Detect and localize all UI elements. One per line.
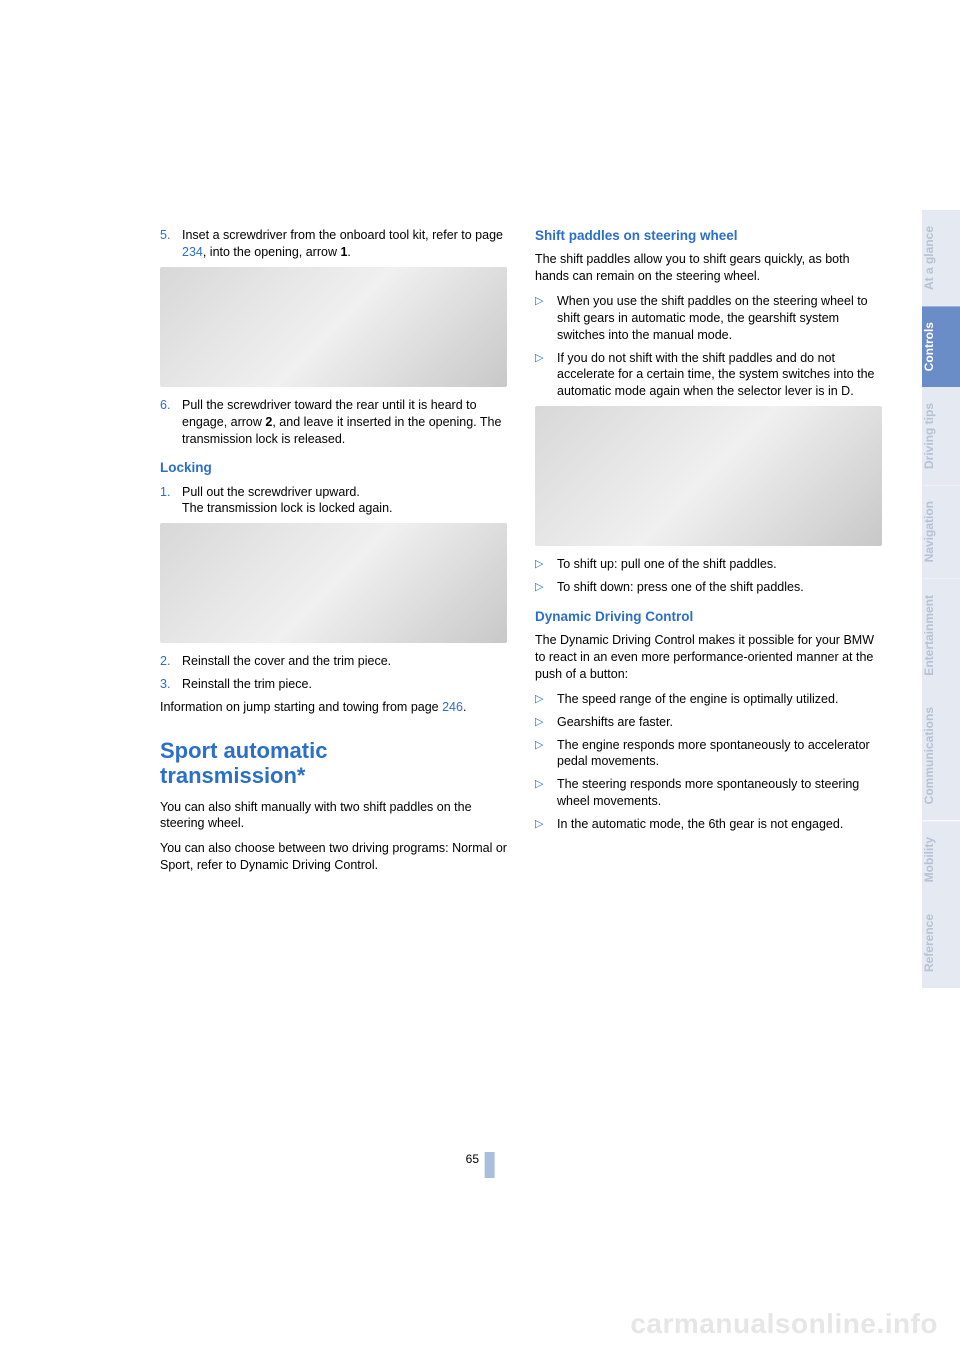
heading-ddc: Dynamic Driving Control [535,608,882,626]
lock-step-2: 2. Reinstall the cover and the trim piec… [160,653,507,670]
heading-sport-automatic: Sport automatic transmission* [160,738,507,789]
step-text: Reinstall the cover and the trim piece. [182,653,391,670]
step-text: Reinstall the trim piece. [182,676,312,693]
page-link-234[interactable]: 234 [182,245,203,259]
bullet-icon: ▷ [535,293,557,344]
left-column: 5. Inset a screwdriver from the onboard … [160,227,507,1358]
tab-communications[interactable]: Communications [922,691,960,820]
watermark: carmanualsonline.info [630,1308,938,1340]
page-number: 65 [466,1152,479,1166]
shift-bullet-4: ▷ To shift down: press one of the shift … [535,579,882,596]
bullet-icon: ▷ [535,816,557,833]
sport-para-2: You can also choose between two driving … [160,840,507,874]
bullet-icon: ▷ [535,714,557,731]
ddc-bullet-1: ▷ The speed range of the engine is optim… [535,691,882,708]
ddc-bullet-4: ▷ The steering responds more spontaneous… [535,776,882,810]
page-link-246[interactable]: 246 [442,700,463,714]
page-number-bar [484,1152,494,1178]
tab-at-a-glance[interactable]: At a glance [922,210,960,306]
step-number: 3. [160,676,182,693]
tab-entertainment[interactable]: Entertainment [922,579,960,692]
shift-bullet-3: ▷ To shift up: pull one of the shift pad… [535,556,882,573]
bullet-icon: ▷ [535,579,557,596]
heading-shift-paddles: Shift paddles on steering wheel [535,227,882,245]
step-number: 1. [160,484,182,518]
tab-reference[interactable]: Reference [922,898,960,988]
bullet-icon: ▷ [535,556,557,573]
tab-navigation[interactable]: Navigation [922,485,960,578]
step-5: 5. Inset a screwdriver from the onboard … [160,227,507,261]
figure-steering-wheel [535,406,882,546]
ddc-bullet-3: ▷ The engine responds more spontaneously… [535,737,882,771]
step-text: Inset a screwdriver from the onboard too… [182,227,507,261]
shift-bullet-2: ▷ If you do not shift with the shift pad… [535,350,882,401]
step-number: 6. [160,397,182,448]
bullet-icon: ▷ [535,691,557,708]
tab-driving-tips[interactable]: Driving tips [922,387,960,485]
bullet-icon: ▷ [535,350,557,401]
step-text: Pull the screwdriver toward the rear unt… [182,397,507,448]
jump-start-info: Information on jump starting and towing … [160,699,507,716]
tab-controls[interactable]: Controls [922,306,960,387]
lock-step-3: 3. Reinstall the trim piece. [160,676,507,693]
ddc-bullet-2: ▷ Gearshifts are faster. [535,714,882,731]
shift-bullet-1: ▷ When you use the shift paddles on the … [535,293,882,344]
bullet-icon: ▷ [535,737,557,771]
step-text: Pull out the screwdriver upward. The tra… [182,484,393,518]
lock-step-1: 1. Pull out the screwdriver upward. The … [160,484,507,518]
right-column: Shift paddles on steering wheel The shif… [535,227,882,1358]
step-6: 6. Pull the screwdriver toward the rear … [160,397,507,448]
shift-intro: The shift paddles allow you to shift gea… [535,251,882,285]
ddc-intro: The Dynamic Driving Control makes it pos… [535,632,882,683]
heading-locking: Locking [160,459,507,477]
step-number: 5. [160,227,182,261]
page-number-area: 65 [466,1152,495,1178]
figure-gearshift-2 [160,523,507,643]
sport-para-1: You can also shift manually with two shi… [160,799,507,833]
bullet-icon: ▷ [535,776,557,810]
tab-mobility[interactable]: Mobility [922,821,960,898]
side-tabs: At a glance Controls Driving tips Naviga… [922,0,960,1358]
step-number: 2. [160,653,182,670]
ddc-bullet-5: ▷ In the automatic mode, the 6th gear is… [535,816,882,833]
figure-gearshift-1 [160,267,507,387]
